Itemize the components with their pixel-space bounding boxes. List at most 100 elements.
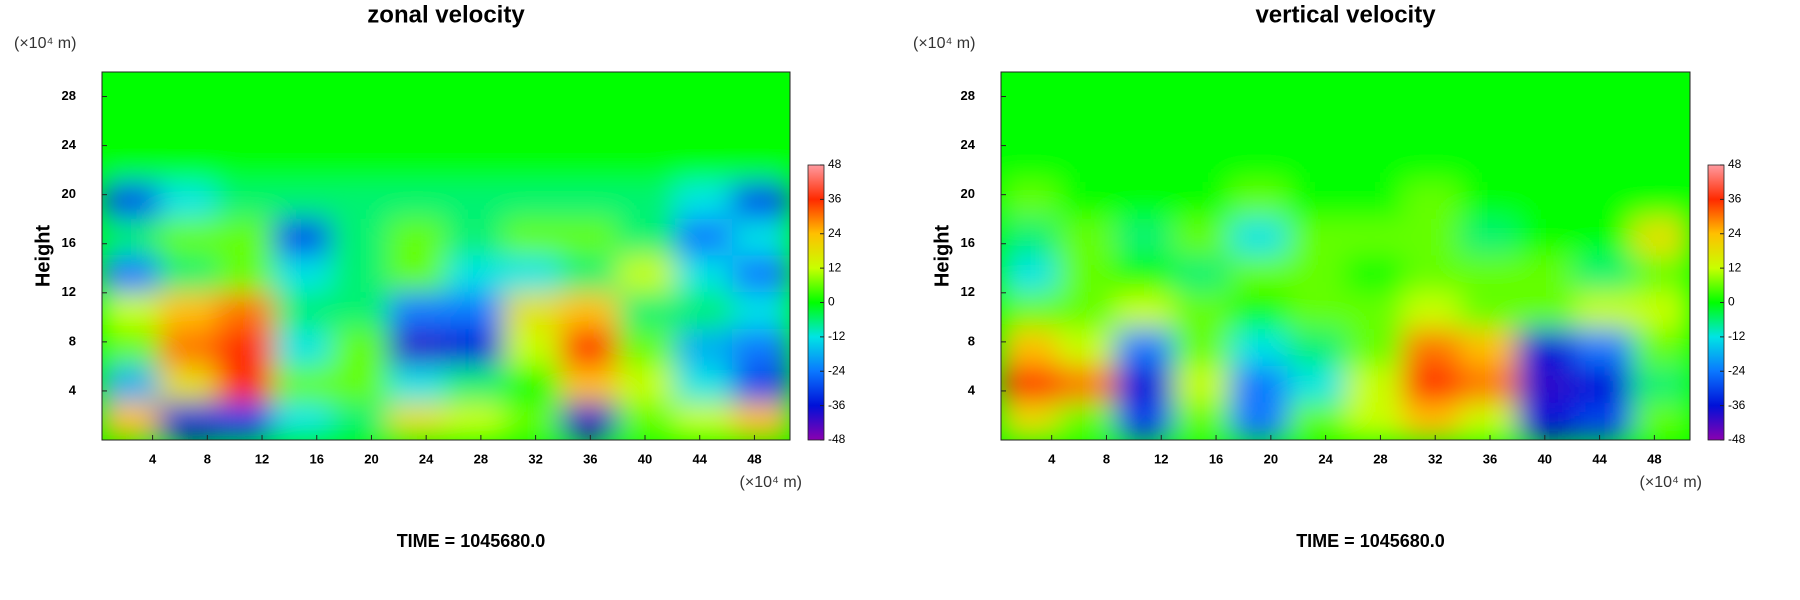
cell	[445, 292, 504, 331]
cell	[1001, 365, 1059, 404]
colorbar-tick-label: 36	[1728, 192, 1742, 206]
colorbar-tick-label: -48	[828, 432, 846, 446]
colorbar-tick-label: 24	[1728, 226, 1742, 240]
cell	[102, 72, 160, 110]
cell	[502, 218, 562, 257]
x-tick-label: 40	[1538, 451, 1552, 466]
cell	[158, 181, 218, 220]
cell	[1632, 108, 1690, 147]
y-tick-label: 20	[961, 186, 975, 201]
cell	[1057, 145, 1117, 183]
cell	[617, 218, 676, 257]
cell	[1632, 255, 1690, 294]
cell	[445, 145, 504, 183]
y-tick-label: 28	[961, 88, 975, 103]
x-tick-label: 44	[1592, 451, 1607, 466]
x-tick-label: 24	[419, 451, 434, 466]
cell	[1517, 145, 1576, 183]
cell	[1402, 108, 1461, 147]
cell	[1057, 329, 1117, 367]
colorbar-tick-label: -24	[828, 363, 846, 377]
cell	[1057, 255, 1117, 294]
x-unit-label: (×10⁴ m)	[740, 474, 802, 491]
cell	[560, 329, 619, 367]
y-tick-label: 28	[62, 88, 76, 103]
cell	[1287, 402, 1346, 440]
y-tick-label: 4	[968, 382, 976, 397]
footer: TIME = 1045680.0	[1296, 531, 1445, 551]
field	[1001, 72, 1690, 440]
chart-title: zonal velocity	[367, 1, 525, 28]
colorbar-tick-label: 48	[1728, 157, 1742, 171]
cell	[273, 329, 332, 367]
y-tick-label: 24	[961, 137, 976, 152]
cell	[1632, 72, 1690, 110]
x-tick-label: 4	[149, 451, 157, 466]
colorbar-tick-label: -36	[1728, 398, 1746, 412]
x-tick-label: 16	[1209, 451, 1223, 466]
cell	[617, 292, 676, 331]
cell	[1402, 329, 1461, 367]
cell	[1459, 255, 1519, 294]
cell	[216, 402, 275, 440]
cell	[445, 402, 504, 440]
cell	[273, 145, 332, 183]
cell	[1172, 181, 1232, 220]
cell	[158, 255, 218, 294]
cell	[1345, 145, 1404, 183]
cell	[1001, 255, 1059, 294]
cell	[330, 255, 390, 294]
cell	[1402, 181, 1461, 220]
cell	[273, 292, 332, 331]
cell	[216, 72, 275, 110]
y-unit-label: (×10⁴ m)	[14, 35, 76, 52]
cell	[330, 329, 390, 367]
cell	[216, 108, 275, 147]
cell	[102, 402, 160, 440]
cell	[502, 255, 562, 294]
cell	[560, 145, 619, 183]
cell	[1632, 402, 1690, 440]
cell	[1517, 218, 1576, 257]
x-tick-label: 8	[1103, 451, 1110, 466]
x-tick-label: 12	[255, 451, 269, 466]
cell	[732, 72, 790, 110]
cell	[102, 292, 160, 331]
cell	[1345, 329, 1404, 367]
cell	[1001, 145, 1059, 183]
cell	[674, 255, 734, 294]
cell	[502, 181, 562, 220]
colorbar-tick-label: 0	[1728, 295, 1735, 309]
cell	[158, 329, 218, 367]
cell	[560, 365, 619, 404]
cell	[1459, 72, 1519, 110]
cell	[216, 181, 275, 220]
y-tick-label: 8	[69, 333, 76, 348]
cell	[617, 145, 676, 183]
y-tick-label: 12	[62, 284, 76, 299]
cell	[330, 108, 390, 147]
cell	[732, 145, 790, 183]
cell	[102, 218, 160, 257]
cell	[1287, 329, 1346, 367]
cell	[1230, 218, 1289, 257]
x-tick-label: 44	[692, 451, 707, 466]
cell	[1517, 108, 1576, 147]
cell	[388, 181, 447, 220]
cell	[1057, 181, 1117, 220]
cell	[102, 181, 160, 220]
cell	[1172, 72, 1232, 110]
cell	[1632, 292, 1690, 331]
cell	[1459, 292, 1519, 331]
cell	[1402, 218, 1461, 257]
cell	[1459, 181, 1519, 220]
field-clip	[102, 72, 790, 440]
cell	[1230, 145, 1289, 183]
cell	[1574, 292, 1634, 331]
y-tick-label: 20	[62, 186, 76, 201]
cell	[158, 365, 218, 404]
cell	[617, 181, 676, 220]
cell	[732, 292, 790, 331]
cell	[1115, 218, 1174, 257]
cell	[1459, 145, 1519, 183]
